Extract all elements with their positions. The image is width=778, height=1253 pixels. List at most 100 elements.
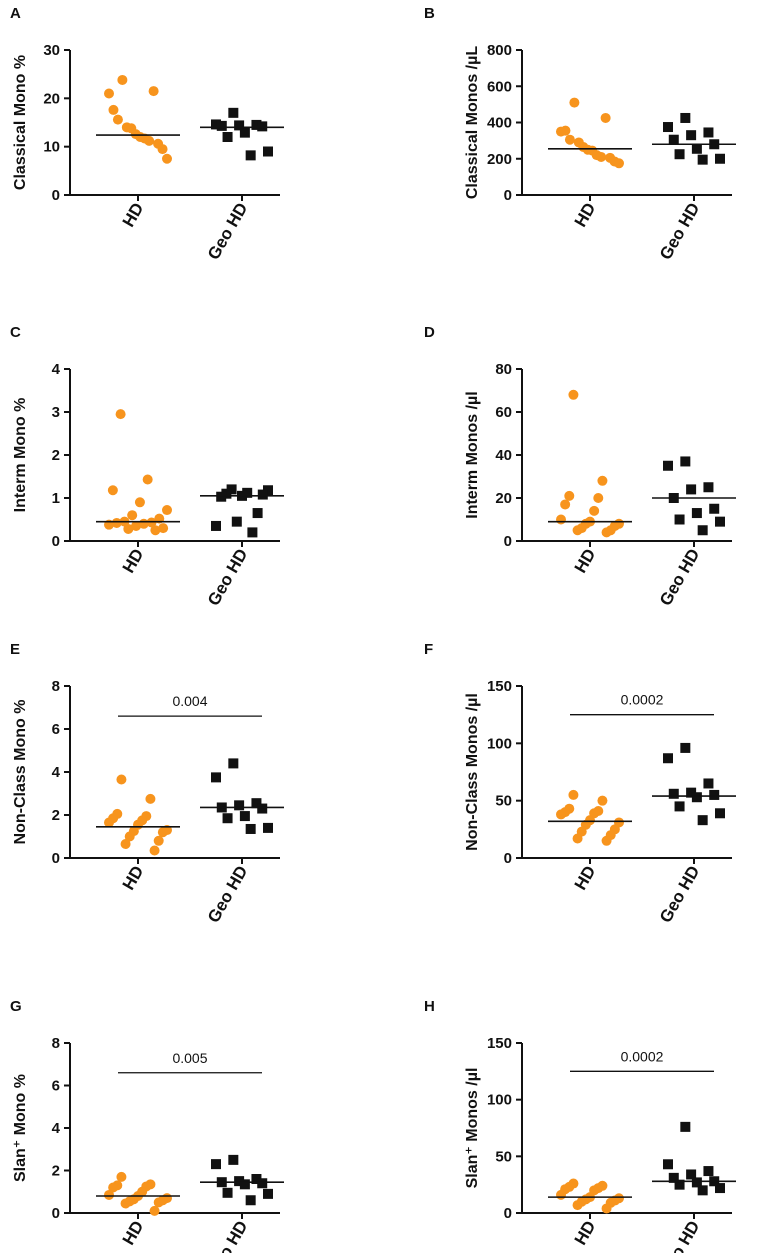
geo-hd-data-point (222, 1187, 233, 1198)
y-tick-label: 0 (504, 187, 512, 204)
geo-hd-data-point (222, 813, 233, 824)
x-category-label: HD (571, 1218, 600, 1249)
panel-label: F (424, 641, 433, 658)
hd-data-point (108, 104, 119, 115)
x-category-label: HD (571, 546, 600, 577)
geo-hd-data-point (226, 484, 237, 495)
hd-data-point (601, 835, 612, 846)
hd-data-point (111, 517, 122, 528)
hd-data-point (150, 525, 161, 536)
geo-hd-data-point (263, 1188, 273, 1199)
y-tick-label: 0 (504, 850, 512, 867)
geo-hd-data-point (691, 508, 702, 519)
y-tick-label: 0 (52, 187, 60, 204)
x-category-label: HD (119, 546, 148, 577)
y-tick-label: 8 (52, 1035, 60, 1052)
panel-g: G Slan⁺ Mono % 0 2 4 6 8 HD Geo HD 0.005 (10, 998, 284, 1253)
geo-hd-data-point (680, 742, 691, 753)
hd-data-point (597, 475, 608, 486)
y-tick-label: 50 (495, 1148, 512, 1165)
hd-data-point (116, 774, 127, 785)
geo-hd-data-point (715, 808, 725, 819)
panel-label: H (424, 998, 435, 1015)
hd-data-point (123, 523, 134, 534)
y-tick-label: 0 (52, 533, 60, 550)
panel-label: E (10, 641, 20, 658)
geo-hd-data-point (242, 487, 253, 498)
hd-data-point (157, 144, 168, 155)
geo-hd-data-point (245, 150, 256, 161)
panel-e: E Non-Class Mono % 0 2 4 6 8 HD Geo HD 0.004 (10, 641, 284, 926)
x-category-label: HD (571, 200, 600, 231)
panel-label: B (424, 5, 435, 22)
hd-data-point (134, 497, 145, 508)
geo-hd-data-point (239, 127, 250, 138)
geo-hd-data-point (263, 485, 273, 496)
hd-data-point (162, 505, 172, 516)
y-tick-label: 100 (487, 1092, 512, 1109)
y-axis-label: Slan⁺ Monos /µl (464, 1068, 481, 1189)
geo-hd-data-point (234, 1176, 245, 1187)
x-category-label: Geo HD (204, 546, 252, 609)
geo-hd-data-point (715, 516, 725, 527)
geo-hd-data-point (686, 484, 697, 495)
hd-data-point (117, 74, 128, 85)
y-tick-label: 20 (43, 90, 60, 107)
hd-data-point (104, 1189, 114, 1200)
y-tick-label: 40 (495, 447, 512, 464)
hd-data-point (115, 409, 126, 420)
geo-hd-data-point (697, 1185, 708, 1196)
hd-data-point (600, 112, 611, 123)
geo-hd-data-point (211, 772, 221, 783)
geo-hd-data-point (703, 1166, 714, 1177)
y-tick-label: 4 (52, 1120, 61, 1137)
y-tick-label: 0 (52, 1205, 60, 1222)
panel-d: D Interm Monos /µl 0 20 40 60 80 HD Geo HD (424, 324, 736, 609)
geo-hd-data-point (674, 1179, 685, 1190)
hd-data-point (145, 793, 156, 804)
x-category-label: HD (571, 863, 600, 894)
geo-hd-data-point (222, 132, 233, 142)
y-tick-label: 2 (52, 1163, 60, 1180)
geo-hd-data-point (263, 822, 273, 833)
geo-hd-data-point (709, 789, 720, 800)
hd-data-point (572, 1200, 583, 1211)
y-tick-label: 0 (504, 1205, 512, 1222)
panel-label: G (10, 998, 22, 1015)
geo-hd-data-point (257, 121, 268, 132)
geo-hd-data-point (663, 460, 673, 471)
x-category-label: Geo HD (204, 1218, 252, 1253)
hd-data-point (614, 158, 624, 169)
geo-hd-data-point (245, 823, 256, 834)
y-axis-label: Interm Mono % (12, 398, 29, 513)
geo-hd-data-point (686, 1169, 697, 1180)
hd-data-point (593, 493, 604, 503)
y-tick-label: 100 (487, 735, 512, 752)
geo-hd-data-point (674, 149, 685, 160)
hd-data-point (144, 135, 155, 146)
y-tick-label: 30 (43, 42, 60, 59)
x-category-label: Geo HD (204, 863, 252, 926)
geo-hd-data-point (247, 527, 258, 538)
x-category-label: HD (119, 863, 148, 894)
hd-data-point (120, 839, 131, 850)
geo-hd-data-point (697, 154, 708, 165)
x-category-label: Geo HD (204, 200, 252, 263)
hd-data-point (116, 1171, 127, 1182)
geo-hd-data-point (663, 1159, 673, 1170)
y-tick-label: 1 (52, 490, 60, 507)
y-tick-label: 50 (495, 793, 512, 810)
panel-f: F Non-Class Monos /µl 0 50 100 150 HD Geo HD 0.0… (424, 641, 736, 926)
hd-data-point (601, 527, 612, 538)
y-tick-label: 4 (52, 361, 61, 378)
p-value-label: 0.0002 (621, 692, 664, 708)
y-tick-label: 6 (52, 721, 60, 738)
x-category-label: Geo HD (656, 863, 704, 926)
hd-data-point (153, 835, 164, 846)
geo-hd-data-point (251, 1174, 262, 1184)
panel-a: A Classical Mono % 0 10 20 30 HD Geo HD (10, 5, 284, 263)
geo-hd-data-point (239, 1179, 250, 1190)
geo-hd-data-point (228, 758, 239, 769)
y-tick-label: 6 (52, 1078, 60, 1095)
